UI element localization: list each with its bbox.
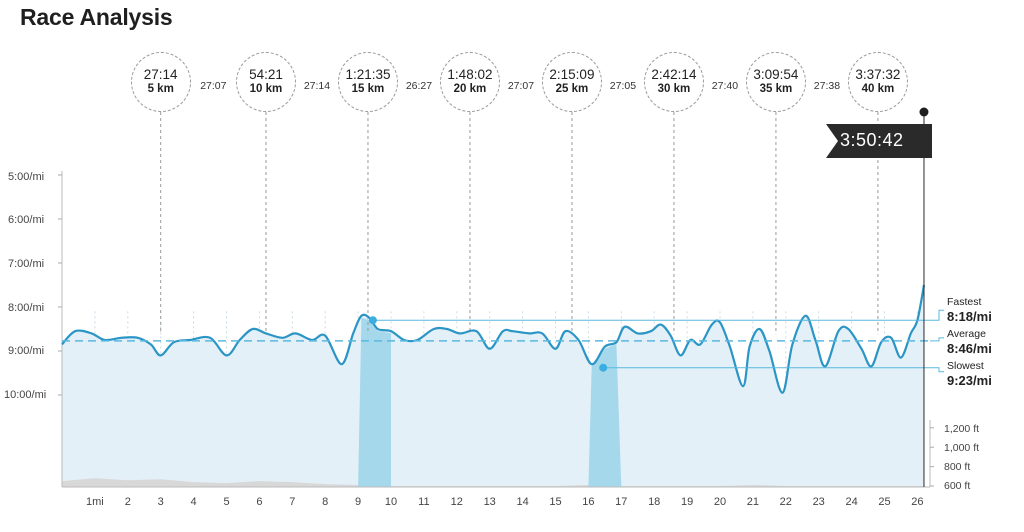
segment-time: 27:07 bbox=[200, 80, 227, 92]
split-time: 3:09:54 bbox=[753, 67, 799, 82]
y-tick-label: 6:00/mi bbox=[8, 214, 45, 226]
y-tick-label: 7:00/mi bbox=[8, 258, 45, 270]
fastest-label: Fastest bbox=[947, 296, 982, 308]
fastest-bracket bbox=[934, 309, 944, 321]
x-tick-label: 26 bbox=[911, 496, 924, 508]
split-time: 1:48:02 bbox=[447, 67, 493, 82]
split-badge: 2:15:09 25 km bbox=[541, 52, 602, 112]
split-badge: 1:48:02 20 km bbox=[439, 52, 500, 112]
segment-time: 27:07 bbox=[507, 80, 535, 92]
split-time: 2:15:09 bbox=[549, 67, 595, 82]
pace-area bbox=[62, 285, 924, 487]
x-tick-label: 20 bbox=[713, 496, 727, 508]
split-distance: 10 km bbox=[249, 83, 283, 95]
split-badge: 27:14 5 km bbox=[130, 52, 191, 112]
elevation-tick-label: 1,200 ft bbox=[944, 423, 980, 435]
x-tick-label: 8 bbox=[322, 496, 329, 508]
segment-time: 27:05 bbox=[609, 80, 637, 92]
elevation-tick-label: 1,000 ft bbox=[944, 442, 980, 454]
x-tick-label: 9 bbox=[355, 496, 362, 508]
split-distance: 25 km bbox=[555, 83, 589, 95]
split-time: 54:21 bbox=[249, 67, 283, 82]
x-tick-label: 23 bbox=[812, 496, 825, 508]
slowest-label: Slowest bbox=[947, 360, 984, 372]
x-tick-label: 19 bbox=[680, 496, 694, 508]
segment-time: 27:40 bbox=[711, 80, 739, 92]
slowest-bracket bbox=[934, 367, 944, 373]
x-tick-label: 14 bbox=[516, 496, 529, 508]
slowest-marker bbox=[599, 363, 608, 372]
x-tick-label: 13 bbox=[483, 496, 496, 508]
elevation-tick-label: 800 ft bbox=[944, 461, 971, 473]
y-tick-label: 8:00/mi bbox=[8, 302, 45, 314]
segment-time: 27:14 bbox=[303, 80, 331, 92]
finish-flag-icon bbox=[826, 124, 932, 158]
segment-time: 26:27 bbox=[405, 80, 433, 92]
average-label: Average bbox=[947, 328, 986, 340]
split-distance: 40 km bbox=[861, 83, 895, 95]
average-bracket bbox=[930, 337, 944, 342]
split-distance: 35 km bbox=[759, 83, 793, 95]
elevation-tick-label: 600 ft bbox=[944, 480, 971, 492]
x-tick-label: 18 bbox=[648, 496, 661, 508]
x-tick-label: 16 bbox=[582, 496, 595, 508]
split-distance: 30 km bbox=[657, 83, 691, 95]
x-tick-label: 17 bbox=[615, 496, 628, 508]
split-time: 1:21:35 bbox=[345, 67, 391, 82]
x-tick-label: 1mi bbox=[86, 496, 104, 508]
x-tick-label: 3 bbox=[157, 496, 164, 508]
fastest-value: 8:18/mi bbox=[947, 309, 992, 324]
average-value: 8:46/mi bbox=[947, 341, 992, 356]
split-badge: 3:37:32 40 km bbox=[847, 52, 908, 112]
y-tick-label: 9:00/mi bbox=[8, 345, 45, 357]
x-tick-label: 10 bbox=[384, 496, 398, 508]
x-tick-label: 5 bbox=[223, 496, 230, 508]
split-distance: 5 km bbox=[147, 83, 174, 95]
split-badge: 1:21:35 15 km bbox=[337, 52, 398, 112]
x-tick-label: 21 bbox=[746, 496, 760, 508]
split-distance: 20 km bbox=[453, 83, 487, 95]
split-badge: 3:09:54 35 km bbox=[745, 52, 806, 112]
elevation-area bbox=[62, 478, 924, 487]
x-tick-label: 6 bbox=[256, 496, 263, 508]
fastest-marker bbox=[368, 316, 377, 325]
split-time: 3:37:32 bbox=[855, 67, 901, 82]
split-badge: 2:42:14 30 km bbox=[643, 52, 704, 112]
fastest-mile-band bbox=[358, 317, 391, 487]
x-tick-label: 15 bbox=[549, 496, 562, 508]
page-title: Race Analysis bbox=[20, 4, 173, 30]
slowest-value: 9:23/mi bbox=[947, 373, 992, 388]
x-tick-label: 12 bbox=[450, 496, 463, 508]
x-tick-label: 4 bbox=[190, 496, 197, 508]
x-tick-label: 11 bbox=[418, 496, 430, 508]
slowest-mile-band bbox=[588, 344, 622, 487]
y-tick-label: 10:00/mi bbox=[4, 389, 47, 401]
x-tick-label: 24 bbox=[845, 496, 858, 508]
finish-pole-cap bbox=[919, 107, 929, 117]
finish-time: 3:50:42 bbox=[840, 130, 904, 150]
x-tick-label: 2 bbox=[124, 496, 131, 508]
split-badge: 54:21 10 km bbox=[235, 52, 296, 112]
x-tick-label: 7 bbox=[289, 496, 296, 508]
x-tick-label: 22 bbox=[779, 496, 792, 508]
segment-time: 27:38 bbox=[813, 80, 841, 92]
x-tick-label: 25 bbox=[878, 496, 891, 508]
split-distance: 15 km bbox=[351, 83, 385, 95]
y-tick-label: 5:00/mi bbox=[8, 171, 45, 183]
split-time: 27:14 bbox=[143, 67, 178, 82]
split-time: 2:42:14 bbox=[651, 67, 697, 82]
